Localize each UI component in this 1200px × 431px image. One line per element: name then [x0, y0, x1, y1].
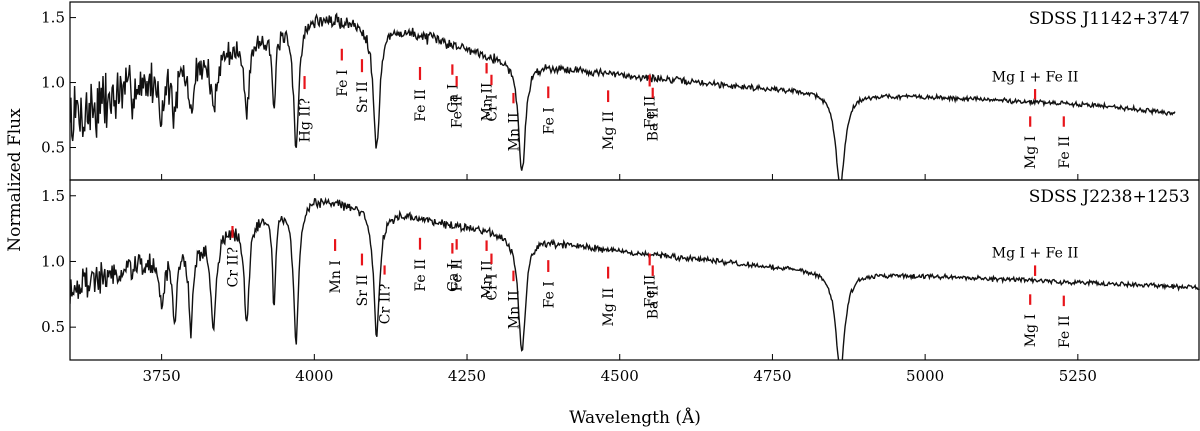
line-id-label: Mg I [1023, 314, 1039, 347]
line-id-label: Cr II? [378, 284, 394, 324]
panel-2: 0.5 1.0 1.5 3750 4000 4250 4500 4750 5000 5250 SDS… [41, 179, 1200, 385]
line-id-label: Sr II [355, 275, 371, 307]
y-axis-label: Normalized Flux [5, 108, 25, 252]
line-id-label: Cr I [484, 273, 500, 300]
y-tick-label: 1.0 [41, 74, 65, 92]
x-tick-label: 5250 [1059, 367, 1097, 385]
line-id-label: Fe II [643, 96, 659, 129]
line-id-label: Mn II [506, 112, 522, 151]
y-tick-label: 0.5 [41, 318, 65, 336]
y-tick-label: 1.5 [41, 9, 65, 27]
x-tick-label: 4000 [295, 367, 333, 385]
line-id-label: Mn II [506, 290, 522, 329]
line-id-label: Ba II [646, 285, 662, 319]
line-id-label: Mg I [1023, 136, 1039, 169]
x-tick-label: 4500 [601, 367, 639, 385]
line-id-label: Fe I [541, 107, 557, 134]
line-id-label: Mn II [480, 260, 496, 299]
line-id-label: Fe II [1057, 136, 1073, 169]
line-id-label: Mn II [480, 83, 496, 122]
panel-frame [69, 179, 1200, 361]
line-id-label: Ca I [445, 263, 461, 292]
line-id-label: Fe II [450, 96, 466, 129]
x-tick-label: 4750 [753, 367, 791, 385]
blend-label: Mg I + Fe II [992, 69, 1079, 85]
y-tick-label: 0.5 [41, 139, 65, 157]
line-id-label: Fe II [1057, 315, 1073, 348]
line-id-label: Fe I [541, 281, 557, 308]
x-tick-label: 5000 [906, 367, 944, 385]
line-id-label: Fe II [413, 259, 429, 292]
blend-label: Mg I + Fe II [992, 246, 1079, 262]
line-id-label: Cr I [484, 94, 500, 121]
panel-title: SDSS J2238+1253 [1029, 187, 1190, 207]
line-id-label: Sr II [355, 81, 371, 113]
line-id-label: Fe II [450, 259, 466, 292]
line-id-label: Ca I [445, 84, 461, 113]
line-id-label: Cr II? [225, 247, 241, 287]
line-id-label: Fe I [335, 70, 351, 97]
y-tick-label: 1.0 [41, 252, 65, 270]
line-id-label: Hg II? [298, 98, 314, 142]
panel-title: SDSS J1142+3747 [1029, 9, 1190, 29]
line-id-label: Mg II [601, 288, 617, 327]
line-id-label: Fe II [413, 89, 429, 122]
line-id-label: Fe II [643, 275, 659, 308]
x-axis-label: Wavelength (Å) [569, 407, 701, 428]
spectrum-line [70, 196, 1200, 360]
line-id-label: Ba II [646, 107, 662, 141]
spectrum-line [70, 12, 1176, 180]
line-id-label: Mg II [601, 111, 617, 150]
y-tick-label: 1.5 [41, 187, 65, 205]
line-id-label: Mn I [328, 260, 344, 293]
x-tick-label: 3750 [143, 367, 181, 385]
x-tick-label: 4250 [448, 367, 486, 385]
